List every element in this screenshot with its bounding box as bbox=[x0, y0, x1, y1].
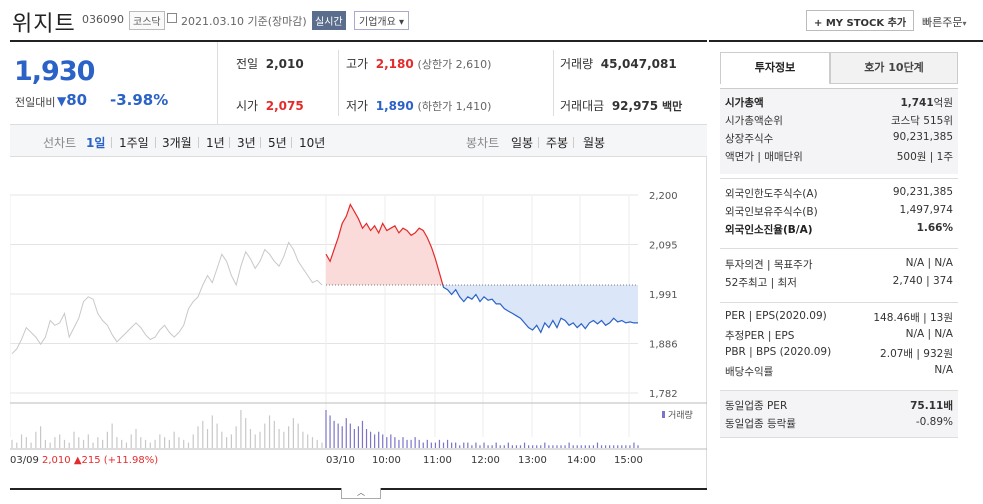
realtime-button[interactable]: 실시간 bbox=[312, 11, 346, 30]
info-row[interactable]: 동일업종 등락률 -0.89% bbox=[725, 416, 953, 430]
info-row: 외국인소진율(B/A) 1.66% bbox=[725, 222, 953, 236]
divider bbox=[709, 40, 983, 42]
x-tick-label: 11:00 bbox=[423, 455, 452, 466]
divider bbox=[10, 40, 707, 42]
info-row: 배당수익률 N/A bbox=[725, 364, 953, 378]
add-my-stock-button[interactable]: + MY STOCK 추가 bbox=[806, 10, 915, 31]
down-arrow-icon: ▼ bbox=[57, 94, 67, 108]
price-chart: 2,200 2,095 1,991 1,886 1,782 거래량 03/10 10:00 11… bbox=[9, 191, 707, 466]
price-summary: 전일 2,010 고가 2,180 (상한가 2,610) 거래량 45,047… bbox=[218, 42, 707, 124]
x-tick-label: 14:00 bbox=[567, 455, 596, 466]
current-price: 1,930 bbox=[14, 56, 95, 87]
gain-area bbox=[326, 204, 638, 285]
volume-legend-label: 거래량 bbox=[668, 409, 693, 421]
volume-legend-swatch bbox=[662, 411, 665, 418]
stock-code: 036090 bbox=[82, 13, 124, 26]
chevron-up-icon[interactable]: ︿ bbox=[341, 488, 381, 499]
tab-order-book[interactable]: 호가 10단계 bbox=[830, 52, 958, 84]
candle-monthly[interactable]: 월봉 bbox=[583, 136, 606, 150]
market-cap-section: 시가총액 1,741억원 시가총액순위 코스닥 515위 상장주식수 90,231,3… bbox=[720, 88, 958, 174]
volume: 거래량 45,047,081 bbox=[560, 57, 677, 71]
quote-date: 2021.03.10 기준(장마감) bbox=[181, 15, 307, 28]
x-tick-label: 03/10 bbox=[326, 455, 355, 466]
period-1d[interactable]: 1일 bbox=[86, 136, 106, 150]
y-tick-label: 1,886 bbox=[649, 340, 678, 351]
prev-day-line bbox=[11, 241, 323, 355]
chevron-down-icon: ▾ bbox=[399, 17, 405, 28]
x-tick-label: 15:00 bbox=[614, 455, 643, 466]
quick-order-menu[interactable]: 빠른주문▾ bbox=[922, 16, 967, 29]
price-change-pct: -3.98% bbox=[110, 91, 169, 109]
y-tick-label: 1,991 bbox=[649, 290, 678, 301]
y-tick-label: 1,782 bbox=[649, 389, 678, 400]
x-tick-label: 10:00 bbox=[372, 455, 401, 466]
prev-day-summary: 03/09 2,010 ▲215 (+11.98%) bbox=[10, 455, 158, 466]
loss-area bbox=[326, 285, 638, 333]
info-row: 추정PER | EPS N/A | N/A bbox=[725, 328, 953, 342]
chart-area: 2,200 2,095 1,991 1,886 1,782 거래량 03/10 10:00 11… bbox=[9, 157, 707, 488]
info-row: 액면가 | 매매단위 500원 | 1주 bbox=[725, 151, 953, 163]
info-row: 52주최고 | 최저 2,740 | 374 bbox=[725, 275, 953, 289]
change-label: 전일대비 bbox=[15, 96, 56, 109]
today-line-up bbox=[325, 203, 444, 285]
foreign-ownership-section: 외국인한도주식수(A) 90,231,385 외국인보유주식수(B) 1,497,9… bbox=[720, 178, 958, 244]
period-selector: 선차트 1일 1주일 3개월 1년 3년 5년 10년 봉차트 일봉 주봉 월봉 bbox=[10, 124, 707, 157]
period-1y[interactable]: 1년 bbox=[206, 136, 225, 150]
info-row: 시가총액 1,741억원 bbox=[725, 97, 953, 109]
period-3m[interactable]: 3개월 bbox=[162, 136, 192, 150]
high-price: 고가 2,180 (상한가 2,610) bbox=[346, 57, 492, 71]
period-3y[interactable]: 3년 bbox=[237, 136, 256, 150]
candle-weekly[interactable]: 주봉 bbox=[546, 136, 569, 150]
x-tick-label: 13:00 bbox=[518, 455, 547, 466]
open-price: 시가 2,075 bbox=[236, 99, 304, 113]
candle-chart-label: 봉차트 bbox=[466, 136, 500, 150]
tab-investment-info[interactable]: 투자정보 bbox=[720, 52, 830, 84]
info-row: PBR | BPS (2020.09) 2.07배 | 932원 bbox=[725, 346, 953, 360]
y-tick-label: 2,200 bbox=[649, 191, 678, 202]
price-change: ▼80 bbox=[57, 91, 88, 109]
calendar-icon bbox=[167, 13, 177, 23]
x-tick-label: 12:00 bbox=[471, 455, 500, 466]
valuation-section: PER | EPS(2020.09) 148.46배 | 13원 추정PER | … bbox=[720, 302, 958, 386]
info-row[interactable]: 시가총액순위 코스닥 515위 bbox=[725, 115, 953, 127]
info-row: 상장주식수 90,231,385 bbox=[725, 131, 953, 145]
line-chart-label: 선차트 bbox=[43, 136, 77, 150]
low-price: 저가 1,890 (하한가 1,410) bbox=[346, 99, 492, 113]
industry-section: 동일업종 PER 75.11배 동일업종 등락률 -0.89% bbox=[720, 390, 958, 438]
period-5y[interactable]: 5년 bbox=[268, 136, 287, 150]
opinion-section: 투자의견 | 목표주가 N/A | N/A 52주최고 | 최저 2,740 | 3… bbox=[720, 248, 958, 298]
info-row: PER | EPS(2020.09) 148.46배 | 13원 bbox=[725, 310, 953, 324]
candle-daily[interactable]: 일봉 bbox=[511, 136, 534, 150]
info-row: 외국인보유주식수(B) 1,497,974 bbox=[725, 204, 953, 218]
prev-close: 전일 2,010 bbox=[236, 57, 304, 71]
company-overview-dropdown[interactable]: 기업개요 ▾ bbox=[354, 11, 410, 30]
period-10y[interactable]: 10년 bbox=[299, 136, 326, 150]
today-line-down bbox=[442, 285, 638, 334]
info-row: 투자의견 | 목표주가 N/A | N/A bbox=[725, 257, 953, 271]
info-row: 외국인한도주식수(A) 90,231,385 bbox=[725, 186, 953, 200]
info-row[interactable]: 동일업종 PER 75.11배 bbox=[725, 400, 953, 412]
current-price-box: 1,930 전일대비 ▼80 -3.98% bbox=[10, 42, 218, 124]
info-panel: 투자정보 호가 10단계 시가총액 1,741억원 시가총액순위 코스닥 515위 … bbox=[709, 42, 983, 504]
market-badge: 코스닥 bbox=[129, 11, 165, 30]
stock-name: 위지트 bbox=[12, 12, 76, 37]
chevron-down-icon: ▾ bbox=[962, 19, 967, 28]
y-tick-label: 2,095 bbox=[649, 241, 678, 252]
stock-header: 위지트 036090 코스닥 2021.03.10 기준(장마감) 실시간 기업… bbox=[0, 0, 983, 40]
period-1w[interactable]: 1주일 bbox=[119, 136, 149, 150]
trade-amount: 거래대금 92,975 백만 bbox=[560, 99, 683, 113]
